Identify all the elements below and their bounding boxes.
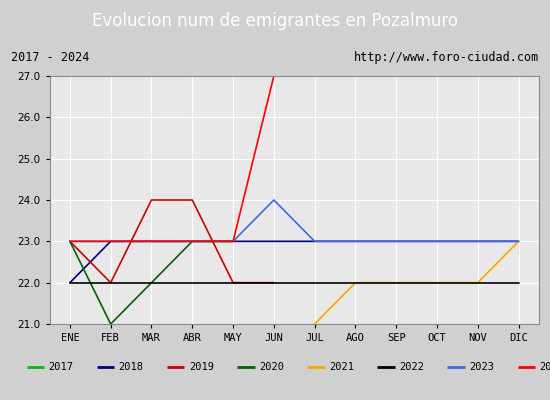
Text: 2020: 2020 <box>259 362 284 372</box>
Text: Evolucion num de emigrantes en Pozalmuro: Evolucion num de emigrantes en Pozalmuro <box>92 12 458 30</box>
Text: 2024: 2024 <box>539 362 550 372</box>
Text: 2019: 2019 <box>189 362 214 372</box>
Text: 2017 - 2024: 2017 - 2024 <box>11 51 89 64</box>
Text: 2022: 2022 <box>399 362 424 372</box>
Text: http://www.foro-ciudad.com: http://www.foro-ciudad.com <box>354 51 539 64</box>
Text: 2018: 2018 <box>119 362 144 372</box>
Text: 2017: 2017 <box>48 362 74 372</box>
Text: 2021: 2021 <box>329 362 354 372</box>
Text: 2023: 2023 <box>469 362 494 372</box>
